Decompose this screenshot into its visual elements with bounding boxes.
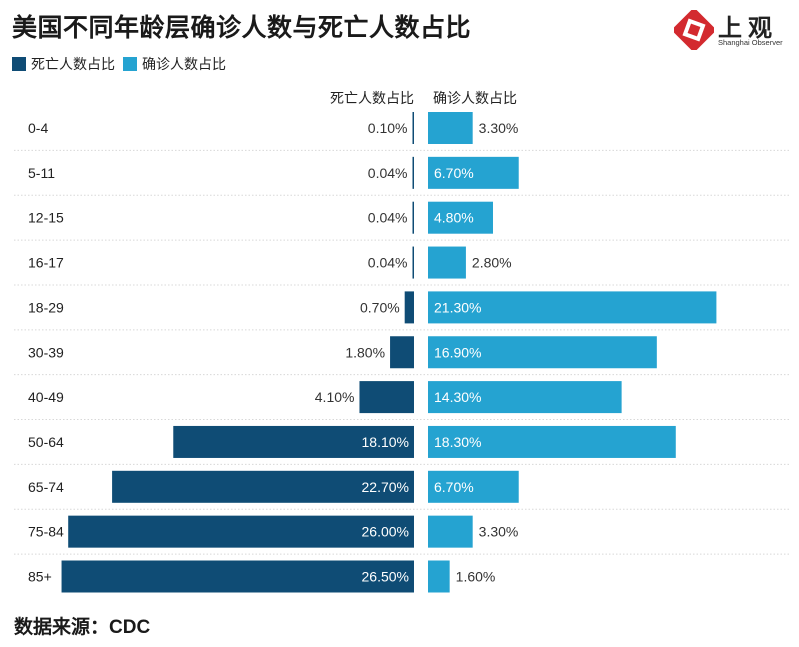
death-bar xyxy=(68,515,414,548)
case-value-label: 3.30% xyxy=(479,120,519,136)
death-bar xyxy=(173,425,414,458)
case-bar xyxy=(428,425,676,458)
category-label: 18-29 xyxy=(28,299,64,315)
category-label: 30-39 xyxy=(28,344,64,360)
legend-item-deaths: 死亡人数占比 xyxy=(12,54,115,74)
legend-swatch-cases xyxy=(123,57,137,71)
death-bar xyxy=(390,336,414,369)
case-bar xyxy=(428,291,717,324)
death-value-label: 1.80% xyxy=(345,344,385,360)
death-bar xyxy=(412,156,414,189)
legend-item-cases: 确诊人数占比 xyxy=(123,54,226,74)
logo-emblem-icon xyxy=(674,10,714,50)
case-value-label: 6.70% xyxy=(434,165,474,181)
case-value-label: 16.90% xyxy=(434,344,481,360)
case-value-label: 2.80% xyxy=(472,255,512,271)
case-bar xyxy=(428,246,466,279)
death-bar xyxy=(412,246,414,279)
case-bar xyxy=(428,112,473,144)
column-header-cases: 确诊人数占比 xyxy=(433,90,517,106)
legend-swatch-deaths xyxy=(12,57,26,71)
death-bar xyxy=(404,291,414,324)
death-bar xyxy=(412,201,414,234)
case-bar xyxy=(428,470,519,503)
case-bar xyxy=(428,156,519,189)
case-value-label: 18.30% xyxy=(434,434,481,450)
death-bar xyxy=(359,381,414,414)
death-bar xyxy=(412,112,414,144)
death-value-label: 22.70% xyxy=(362,479,409,495)
column-header-deaths: 死亡人数占比 xyxy=(330,90,414,106)
category-label: 5-11 xyxy=(28,165,55,181)
case-value-label: 1.60% xyxy=(456,569,496,585)
logo-text: 上观 xyxy=(718,13,778,42)
death-value-label: 26.00% xyxy=(362,524,409,540)
category-label: 16-17 xyxy=(28,255,64,271)
death-value-label: 0.70% xyxy=(360,299,400,315)
shanghai-observer-logo: 上观 Shanghai Observer xyxy=(674,8,792,52)
case-value-label: 6.70% xyxy=(434,479,474,495)
category-label: 85+ xyxy=(28,569,52,585)
case-bar xyxy=(428,381,622,414)
death-value-label: 0.04% xyxy=(368,210,408,226)
case-value-label: 14.30% xyxy=(434,389,481,405)
logo-subtext: Shanghai Observer xyxy=(718,38,783,47)
category-label: 75-84 xyxy=(28,524,64,540)
case-bar xyxy=(428,336,657,369)
case-bar xyxy=(428,560,450,593)
death-value-label: 4.10% xyxy=(315,389,355,405)
category-label: 65-74 xyxy=(28,479,64,495)
legend-label-cases: 确诊人数占比 xyxy=(142,56,226,72)
category-label: 50-64 xyxy=(28,434,64,450)
case-bar xyxy=(428,515,473,548)
legend-label-deaths: 死亡人数占比 xyxy=(31,56,115,72)
death-bar xyxy=(61,560,415,593)
case-value-label: 21.30% xyxy=(434,299,481,315)
death-value-label: 0.04% xyxy=(368,255,408,271)
category-label: 12-15 xyxy=(28,210,64,226)
case-value-label: 4.80% xyxy=(434,210,474,226)
death-value-label: 0.04% xyxy=(368,165,408,181)
death-bar xyxy=(112,470,414,503)
death-value-label: 0.10% xyxy=(368,120,408,136)
data-source: 数据来源：CDC xyxy=(14,617,151,638)
death-value-label: 18.10% xyxy=(362,434,409,450)
category-label: 0-4 xyxy=(28,120,48,136)
death-value-label: 26.50% xyxy=(362,569,409,585)
chart-title: 美国不同年龄层确诊人数与死亡人数占比 xyxy=(12,14,472,42)
case-value-label: 3.30% xyxy=(479,524,519,540)
case-bar xyxy=(428,201,493,234)
category-label: 40-49 xyxy=(28,389,64,405)
